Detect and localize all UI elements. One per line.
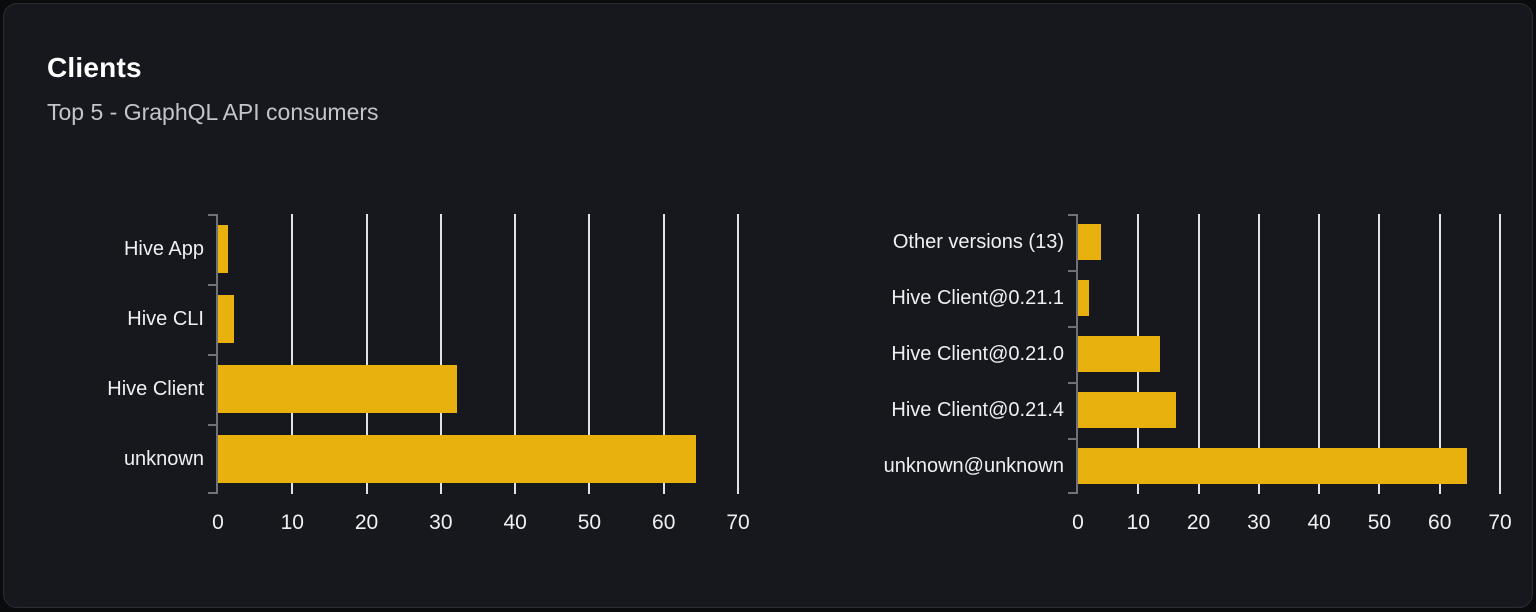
category-label: Hive App [123,237,204,260]
gridline [737,214,739,494]
gridline [1378,214,1381,494]
x-tick-label: 20 [354,511,379,534]
gridline [1499,214,1501,494]
chart-clients-by-name: Hive App Hive CLI Hive Client unknown 0 10 20 3… [107,214,750,534]
y-axis-tick [1068,270,1078,272]
y-axis-tick [208,492,218,494]
y-axis-tick [1068,214,1078,216]
y-axis-tick [208,354,218,356]
category-label: Hive Client@0.21.4 [891,398,1064,421]
x-tick-label: 70 [726,511,750,534]
bar [218,225,229,273]
gridline [365,214,368,494]
page-title: Clients [47,52,142,83]
category-label: Hive CLI [127,307,204,330]
x-tick-label: 50 [1367,511,1392,534]
x-tick-label: 70 [1488,511,1512,534]
gridline [291,214,294,494]
x-tick-label: 0 [1072,511,1084,534]
x-tick-label: 60 [1428,511,1452,534]
x-tick-label: 60 [652,511,676,534]
category-label: Other versions (13) [892,230,1064,253]
bar-row [1078,214,1500,270]
y-axis-tick [1068,326,1078,328]
x-tick-label: 30 [429,511,453,534]
x-tick-label: 40 [1307,511,1331,534]
gridline [514,214,517,494]
category-label: Hive Client@0.21.1 [891,286,1064,309]
category-label: Hive Client [107,377,204,400]
y-axis-line [1076,214,1078,494]
y-axis-tick [1068,492,1078,494]
bar [1078,392,1176,428]
clients-card: Clients Top 5 - GraphQL API consumers Hi… [3,3,1533,608]
bar-row [218,284,738,354]
y-axis-tick [208,424,218,426]
page-subtitle: Top 5 - GraphQL API consumers [47,99,379,125]
gridline [1438,214,1441,494]
category-label: unknown@unknown [883,454,1064,477]
bar [218,295,234,343]
bar [1078,448,1468,484]
y-axis-tick [208,284,218,286]
x-tick-label: 30 [1247,511,1271,534]
x-tick-label: 10 [280,511,304,534]
x-tick-label: 10 [1126,511,1150,534]
y-axis-tick [208,214,218,216]
gridline [1257,214,1260,494]
gridline [588,214,591,494]
x-tick-label: 20 [1186,511,1211,534]
bar [218,365,458,413]
plot-area [1068,214,1501,494]
plot-area [208,214,739,494]
category-label: unknown [123,447,204,470]
bar-row [1078,270,1500,326]
x-tick-label: 50 [577,511,602,534]
bar [1078,280,1089,316]
chart-clients-by-version: Other versions (13) Hive Client@0.21.1 Hiv… [884,214,1512,534]
bar [1078,336,1160,372]
bar-row [1078,438,1500,494]
bar-row [218,214,738,284]
bar-row [218,424,738,494]
category-label: Hive Client@0.21.0 [891,342,1064,365]
gridline [439,214,442,494]
x-tick-label: 0 [212,511,224,534]
y-axis-tick [1068,382,1078,384]
bar-row [218,354,738,424]
x-tick-label: 40 [503,511,527,534]
gridline [662,214,665,494]
gridline [1197,214,1200,494]
bar-row [1078,326,1500,382]
bar [1078,224,1101,260]
bar-row [1078,382,1500,438]
gridline [1318,214,1321,494]
bar [218,435,696,483]
y-axis-tick [1068,438,1078,440]
